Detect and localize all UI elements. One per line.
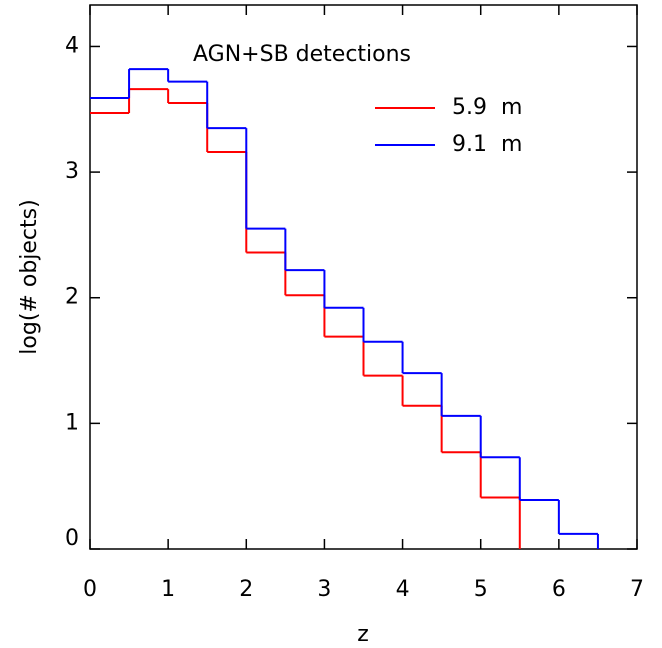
y-axis-label: log(# objects)	[17, 199, 42, 354]
x-axis-label: z	[357, 622, 369, 647]
y-tick-label: 1	[65, 410, 79, 435]
x-tick-label: 4	[396, 577, 410, 602]
x-tick-label: 7	[630, 577, 644, 602]
legend-label: 5.9 m	[452, 95, 522, 120]
x-tick-label: 0	[83, 577, 97, 602]
plot-frame	[89, 4, 638, 550]
x-tick-label: 2	[239, 577, 253, 602]
x-tick-label: 1	[161, 577, 175, 602]
legend-label: 9.1 m	[452, 132, 522, 157]
x-tick-label: 3	[317, 577, 331, 602]
y-tick-label: 4	[65, 33, 79, 58]
y-tick-label: 2	[65, 285, 79, 310]
annotation: AGN+SB detections	[193, 42, 411, 67]
y-tick-label: 3	[65, 159, 79, 184]
x-tick-label: 5	[474, 577, 488, 602]
y-tick-label: 0	[65, 526, 79, 551]
x-tick-label: 6	[552, 577, 566, 602]
